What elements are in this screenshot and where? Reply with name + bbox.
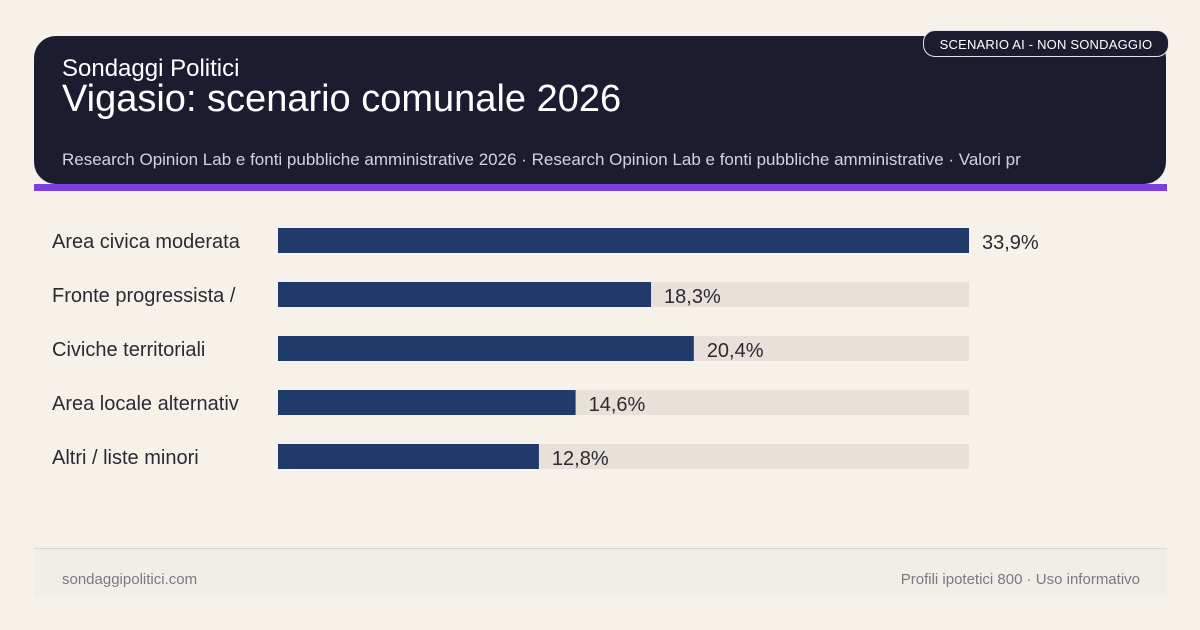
- value-label: 18,3%: [664, 286, 721, 308]
- header-panel: Sondaggi Politici Vigasio: scenario comu…: [34, 36, 1166, 184]
- scenario-badge: SCENARIO AI - NON SONDAGGIO: [923, 30, 1169, 57]
- value-label: 12,8%: [552, 448, 609, 470]
- bar: [278, 444, 539, 469]
- page-title: Vigasio: scenario comunale 2026: [62, 78, 622, 120]
- value-label: 33,9%: [982, 232, 1039, 254]
- bar: [278, 390, 576, 415]
- bar: [278, 336, 694, 361]
- footer-note: Profili ipotetici 800 · Uso informativo: [900, 571, 1140, 588]
- category-label: Civiche territoriali: [52, 339, 205, 361]
- bar: [278, 282, 652, 307]
- value-label: 20,4%: [707, 340, 764, 362]
- source-subtitle: Research Opinion Lab e fonti pubbliche a…: [62, 150, 1021, 169]
- bar: [278, 228, 969, 253]
- brand-name: Sondaggi Politici: [62, 55, 240, 82]
- value-label: 14,6%: [589, 394, 646, 416]
- category-label: Area civica moderata: [52, 231, 241, 253]
- category-label: Fronte progressista /: [52, 285, 236, 307]
- category-label: Altri / liste minori: [52, 447, 199, 469]
- bar-chart: Area civica moderata 33,9% Fronte progress…: [52, 228, 1039, 470]
- header-accent-bar: [34, 184, 1167, 191]
- footer: sondaggipolitici.com Profili ipotetici 8…: [34, 548, 1167, 597]
- category-label: Area locale alternativ: [52, 393, 239, 415]
- footer-site-link[interactable]: sondaggipolitici.com: [62, 571, 198, 588]
